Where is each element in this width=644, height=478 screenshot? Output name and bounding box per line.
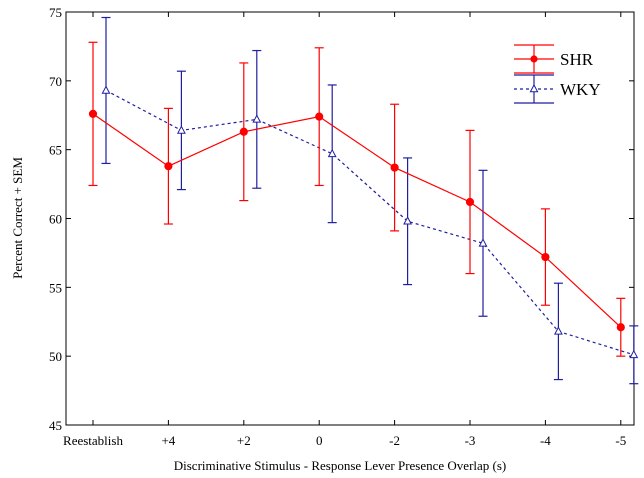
legend-marker xyxy=(530,55,538,63)
data-point xyxy=(465,197,475,207)
legend-item-shr: SHR xyxy=(514,44,594,74)
x-tick-label: +2 xyxy=(237,433,251,448)
legend-label: SHR xyxy=(560,50,594,69)
data-point xyxy=(252,114,262,123)
data-point xyxy=(478,238,488,247)
series-shr xyxy=(88,41,626,357)
legend-label: WKY xyxy=(560,80,601,99)
data-point xyxy=(88,109,98,118)
y-tick-label: 55 xyxy=(49,280,62,295)
y-tick-label: 75 xyxy=(49,5,62,20)
legend-item-wky: WKY xyxy=(514,74,601,104)
series-line xyxy=(105,89,634,356)
x-tick-label: -5 xyxy=(615,433,626,448)
y-tick-label: 60 xyxy=(49,212,62,227)
data-point xyxy=(327,148,337,158)
x-axis-title: Discriminative Stimulus - Response Lever… xyxy=(174,458,507,473)
series-wky xyxy=(101,16,639,385)
data-point xyxy=(616,323,625,332)
x-tick-label: 0 xyxy=(316,433,323,448)
x-tick-label: -2 xyxy=(389,433,400,448)
data-point xyxy=(403,216,413,225)
legend-marker xyxy=(529,83,539,93)
legend: SHR WKY xyxy=(514,44,601,104)
y-tick-label: 50 xyxy=(49,349,62,364)
y-axis-title: Percent Correct + SEM xyxy=(10,157,25,279)
data-point xyxy=(101,85,111,94)
data-point xyxy=(390,163,399,172)
series-line xyxy=(92,113,622,328)
x-tick-label: +4 xyxy=(161,433,175,448)
data-point xyxy=(239,127,248,136)
data-point xyxy=(629,349,639,359)
y-tick-label: 70 xyxy=(49,74,62,89)
y-tick-label: 45 xyxy=(49,418,62,433)
data-point xyxy=(176,125,186,134)
y-tick-label: 65 xyxy=(49,143,62,158)
x-tick-label: -4 xyxy=(540,433,551,448)
data-point xyxy=(164,162,173,171)
x-tick-label: Reestablish xyxy=(63,433,123,448)
data-point xyxy=(553,326,563,335)
data-point xyxy=(315,112,324,121)
data-point xyxy=(541,252,550,262)
x-tick-label: -3 xyxy=(465,433,476,448)
